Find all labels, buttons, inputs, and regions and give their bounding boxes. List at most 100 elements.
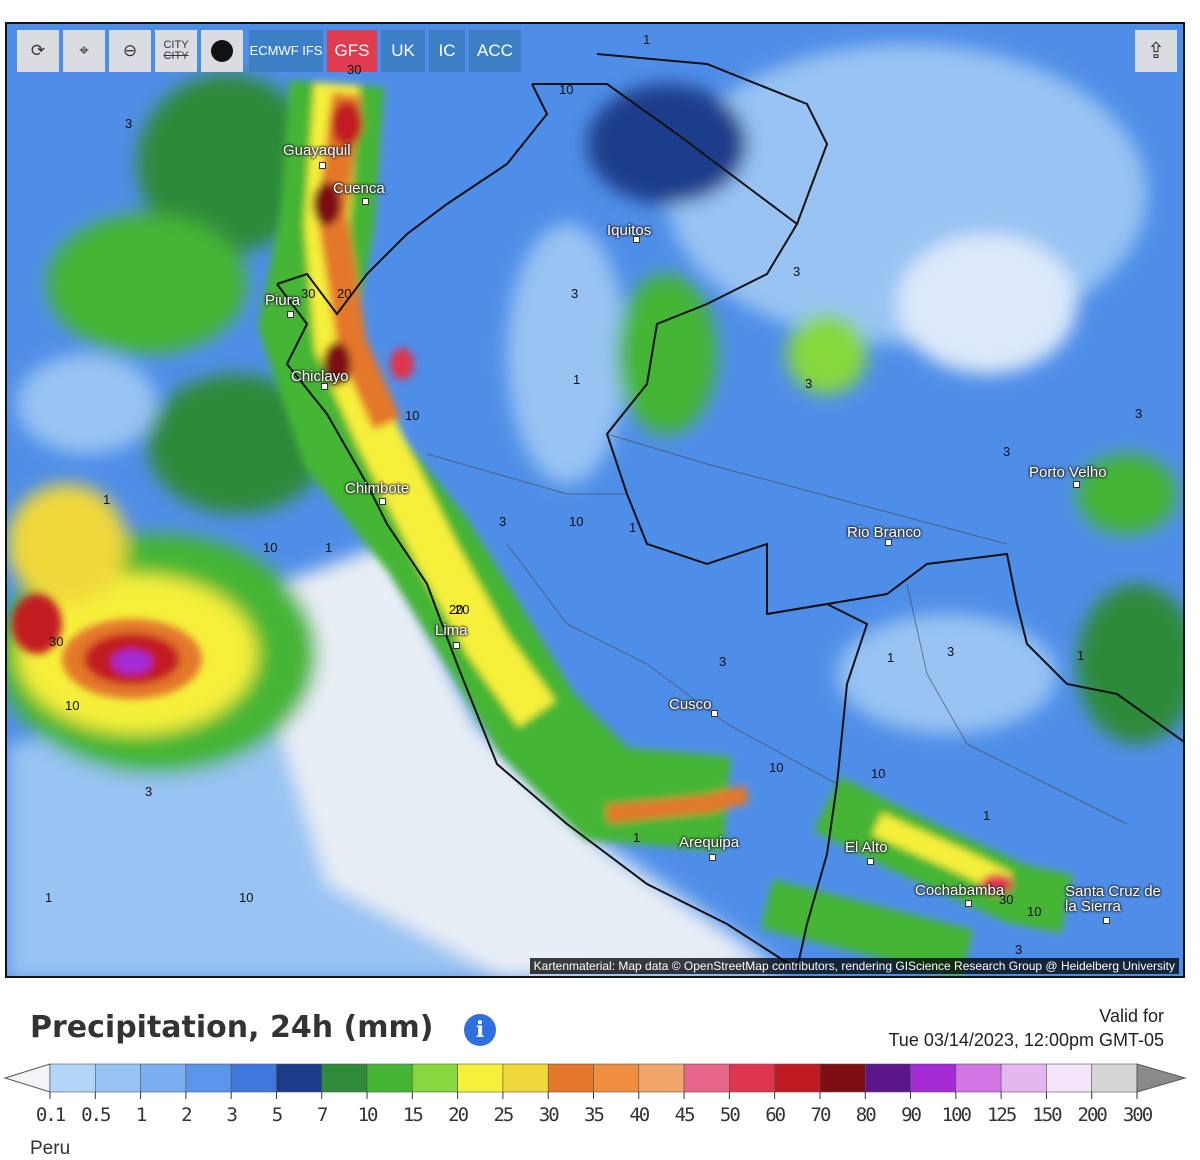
- city-label: Cochabamba: [915, 882, 1005, 899]
- legend-tick-label: 10: [358, 1104, 378, 1126]
- contour-label: 1: [573, 372, 581, 387]
- legend: 0.1 0.5 1 2 3 5 7 10 15 20 25 30 35 40 45 50 60 70 80 90 100…: [3, 1063, 1187, 1126]
- legend-tick-label: 1: [136, 1104, 147, 1126]
- contour-label: 10: [405, 408, 420, 423]
- contour-label: 1: [325, 540, 333, 555]
- location-button[interactable]: ⌖: [63, 30, 105, 72]
- contour-label: 3: [947, 644, 955, 659]
- title: Precipitation, 24h (mm): [30, 1010, 434, 1045]
- legend-swatch: [321, 1063, 368, 1093]
- legend-swatch: [230, 1063, 277, 1093]
- city-marker: [321, 383, 328, 390]
- legend-tick-label: 7: [317, 1104, 328, 1126]
- model-button[interactable]: IC: [429, 30, 465, 72]
- city-label: Chiclayo: [291, 368, 349, 385]
- legend-swatch: [774, 1063, 821, 1093]
- contour-label: 3: [499, 514, 507, 529]
- contour-label: 3: [793, 264, 801, 279]
- contour-label: 20: [449, 602, 464, 617]
- contour-label: 10: [263, 540, 278, 555]
- city-toggle[interactable]: CITY CITY: [155, 30, 197, 72]
- legend-swatch: [955, 1063, 1002, 1093]
- model-button[interactable]: GFS: [327, 30, 377, 72]
- precip-field: [7, 44, 1183, 976]
- share-button[interactable]: ⇪: [1135, 30, 1177, 72]
- city-label: Santa Cruz de la Sierra: [1065, 883, 1161, 915]
- marker-button[interactable]: [201, 30, 243, 72]
- contour-label: 1: [629, 520, 637, 535]
- city-marker: [709, 854, 716, 861]
- contour-label: 1: [983, 808, 991, 823]
- contour-label: 3: [719, 654, 727, 669]
- legend-swatch: [819, 1063, 866, 1093]
- legend-swatch: [276, 1063, 323, 1093]
- valid-time: Tue 03/14/2023, 12:00pm GMT-05: [888, 1030, 1164, 1050]
- contour-label: 1: [1077, 648, 1085, 663]
- zoom-button[interactable]: ⊖: [109, 30, 151, 72]
- contour-label: 3: [125, 116, 133, 131]
- city-label: Chimbote: [345, 480, 410, 497]
- legend-swatch: [864, 1063, 911, 1093]
- city-marker: [319, 162, 326, 169]
- contour-label: 1: [103, 492, 111, 507]
- legend-swatch: [366, 1063, 413, 1093]
- city-label: Lima: [435, 622, 468, 639]
- legend-tick-label: 50: [720, 1104, 740, 1126]
- city-label: Iquitos: [607, 222, 652, 239]
- model-button[interactable]: ECMWF IFS: [249, 30, 323, 72]
- info-button[interactable]: i: [464, 1014, 496, 1046]
- city-marker: [379, 498, 386, 505]
- andes-band: [12, 80, 1073, 976]
- city-marker: [965, 900, 972, 907]
- legend-swatch: [185, 1063, 232, 1093]
- attribution: Kartenmaterial: Map data © OpenStreetMap…: [529, 958, 1179, 974]
- legend-swatch: [1000, 1063, 1047, 1093]
- map-layer: [7, 44, 1183, 976]
- contour-label: 3: [805, 376, 813, 391]
- city-label: El Alto: [845, 839, 888, 856]
- legend-tick-label: 45: [675, 1104, 694, 1126]
- city-label: Porto Velho: [1029, 464, 1107, 481]
- legend-tick-label: 20: [448, 1104, 468, 1126]
- legend-tick-label: 0.1: [36, 1104, 66, 1126]
- contour-label: 20: [337, 286, 352, 301]
- legend-tick-label: 60: [765, 1104, 785, 1126]
- legend-tick-label: 90: [901, 1104, 921, 1126]
- city-label: Guayaquil: [283, 142, 351, 159]
- refresh-button[interactable]: ⟳: [17, 30, 59, 72]
- map[interactable]: ⟳ ⌖ ⊖ CITY CITY ECMWF IFS GFS UK IC ACC …: [5, 22, 1185, 978]
- model-button[interactable]: UK: [381, 30, 425, 72]
- legend-swatch: [94, 1063, 141, 1093]
- city-label: Cuenca: [333, 180, 385, 197]
- legend-tick-label: 150: [1032, 1104, 1062, 1126]
- contour-label: 3: [571, 286, 579, 301]
- legend-swatch: [1046, 1063, 1093, 1093]
- valid-label: Valid for: [1099, 1006, 1164, 1026]
- legend-tick-label: 125: [987, 1104, 1016, 1126]
- legend-arrow-high: [1136, 1063, 1187, 1093]
- legend-swatch: [502, 1063, 549, 1093]
- city-label: Arequipa: [679, 834, 740, 851]
- legend-tick-label: 70: [811, 1104, 831, 1126]
- legend-tick-label: 200: [1078, 1104, 1108, 1126]
- city-marker: [711, 710, 718, 717]
- city-marker: [362, 198, 369, 205]
- legend-tick-label: 40: [629, 1104, 649, 1126]
- legend-tick-label: 35: [584, 1104, 603, 1126]
- city-label: Piura: [265, 292, 301, 309]
- legend-tick-label: 3: [226, 1104, 237, 1126]
- legend-tick-label: 0.5: [81, 1104, 110, 1126]
- city-marker: [453, 642, 460, 649]
- legend-tick-label: 30: [539, 1104, 559, 1126]
- contour-label: 30: [49, 634, 64, 649]
- model-button[interactable]: ACC: [469, 30, 521, 72]
- city-on: CITY: [163, 39, 189, 51]
- legend-swatch: [638, 1063, 685, 1093]
- city-marker: [633, 236, 640, 243]
- contour-label: 30: [347, 62, 362, 77]
- contour-label: 10: [569, 514, 584, 529]
- contour-label: 10: [559, 82, 574, 97]
- contour-label: 10: [871, 766, 886, 781]
- contour-label: 1: [633, 830, 641, 845]
